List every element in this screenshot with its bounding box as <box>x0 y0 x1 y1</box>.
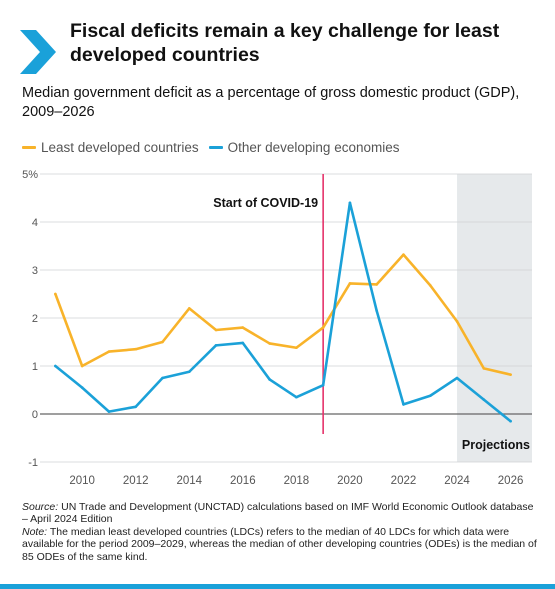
y-tick-label: 5% <box>22 169 38 181</box>
data-point <box>241 341 245 345</box>
y-tick-label: 4 <box>32 217 38 229</box>
x-tick-label: 2022 <box>391 475 417 487</box>
source-text: UN Trade and Development (UNCTAD) calcul… <box>22 501 534 526</box>
legend-item-ode: Other developing economies <box>208 139 400 155</box>
source-label: Source: <box>22 501 59 513</box>
x-tick-label: 2014 <box>176 475 202 487</box>
data-point <box>402 403 405 406</box>
chart-subtitle: Median government deficit as a percentag… <box>22 85 520 120</box>
data-point <box>268 342 271 345</box>
data-point <box>348 201 352 205</box>
data-point <box>321 326 325 329</box>
data-point <box>375 283 379 286</box>
data-point <box>187 307 191 310</box>
data-point <box>428 284 432 287</box>
y-tick-label: 3 <box>32 265 38 277</box>
line-chart: -1 0 1 2 3 4 5% 2010 2012 2014 2016 2018 2020 2022 202… <box>22 169 532 487</box>
data-point <box>455 376 459 380</box>
series-line-ldc <box>54 253 512 376</box>
data-point <box>214 344 218 347</box>
data-point <box>321 383 325 387</box>
data-point <box>134 347 138 351</box>
data-point <box>107 350 111 353</box>
legend-swatch-ode <box>208 145 223 149</box>
data-point <box>482 398 486 401</box>
data-point <box>375 309 379 313</box>
bottom-accent-bar <box>0 584 555 589</box>
x-tick-label: 2020 <box>337 475 363 487</box>
data-point <box>402 253 405 256</box>
data-point <box>295 395 298 399</box>
x-tick-label: 2016 <box>230 475 256 487</box>
legend: Least developed countries Other developi… <box>22 138 409 156</box>
data-point <box>268 378 271 381</box>
x-tick-label: 2026 <box>498 475 524 487</box>
series-line-ode <box>54 201 512 423</box>
note-label: Note: <box>22 525 48 538</box>
data-point <box>54 292 57 296</box>
data-point <box>482 367 486 370</box>
series-ode <box>54 201 512 423</box>
x-tick-label: 2010 <box>69 475 95 487</box>
data-point <box>509 419 512 423</box>
series-ldc <box>54 253 512 376</box>
data-point <box>161 340 164 344</box>
data-point <box>348 282 352 285</box>
x-tick-label: 2012 <box>123 475 149 487</box>
note-line: Note: The median least developed countri… <box>22 526 542 563</box>
chart-title: Fiscal deficits remain a key challenge f… <box>70 20 500 66</box>
legend-label-ode: Other developing economies <box>227 139 400 155</box>
data-point <box>80 386 84 389</box>
covid-marker-label: Start of COVID-19 <box>213 196 318 210</box>
data-point <box>107 410 111 413</box>
data-point <box>455 320 459 323</box>
note-text: The median least developed countries (LD… <box>22 525 537 563</box>
y-tick-label: -1 <box>28 457 38 469</box>
y-tick-label: 1 <box>32 361 38 373</box>
y-tick-label: 0 <box>32 409 38 421</box>
chevron-right-icon <box>20 30 56 74</box>
data-point <box>214 328 218 332</box>
data-point <box>241 326 245 329</box>
source-line: Source: UN Trade and Development (UNCTAD… <box>22 501 542 526</box>
legend-item-ldc: Least developed countries <box>22 140 199 155</box>
data-point <box>161 376 164 380</box>
data-point <box>54 364 57 368</box>
header <box>0 12 555 74</box>
y-tick-label: 2 <box>32 313 38 325</box>
legend-swatch-ldc <box>22 145 36 149</box>
data-point <box>428 394 432 398</box>
x-tick-label: 2024 <box>444 475 470 487</box>
data-point <box>187 370 191 374</box>
source-note: Source: UN Trade and Development (UNCTAD… <box>22 501 542 563</box>
data-point <box>80 364 84 368</box>
projections-label: Projections <box>462 438 530 452</box>
data-point <box>134 405 138 409</box>
data-point <box>509 373 512 376</box>
x-tick-label: 2018 <box>284 475 310 487</box>
data-point <box>295 346 298 350</box>
legend-label-ldc: Least developed countries <box>41 139 199 155</box>
